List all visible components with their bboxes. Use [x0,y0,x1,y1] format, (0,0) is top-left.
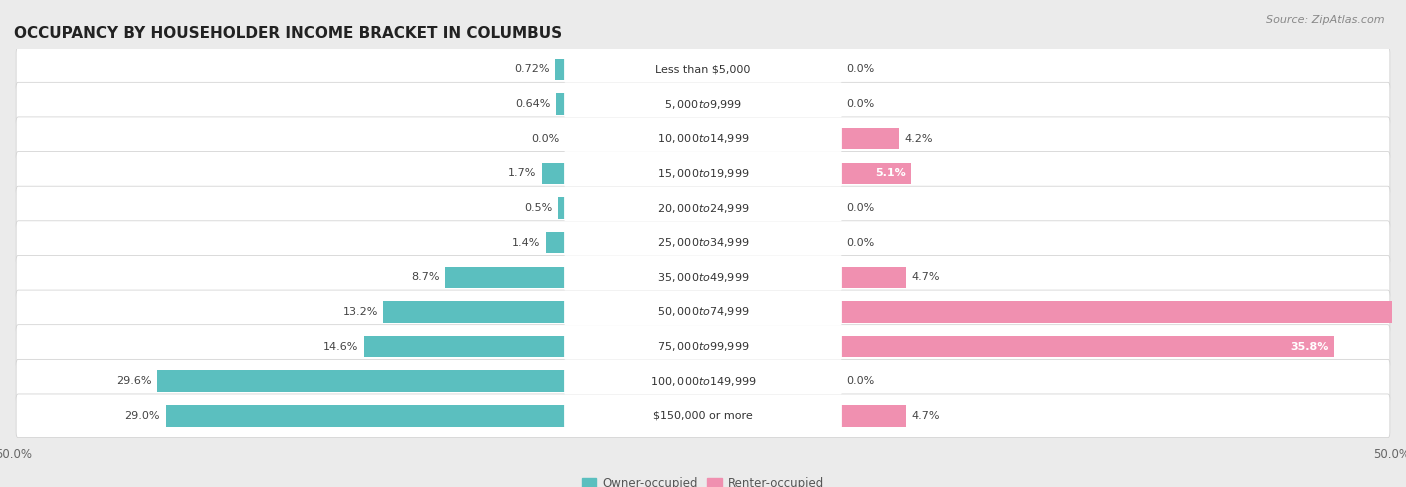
Text: 0.0%: 0.0% [846,238,875,247]
Text: 35.8%: 35.8% [1291,341,1329,352]
FancyBboxPatch shape [564,299,842,325]
FancyBboxPatch shape [15,82,1391,126]
Text: 0.64%: 0.64% [516,99,551,109]
FancyBboxPatch shape [15,48,1391,91]
Bar [841,405,905,427]
Text: $25,000 to $34,999: $25,000 to $34,999 [657,236,749,249]
Text: 5.1%: 5.1% [875,169,905,178]
FancyBboxPatch shape [15,221,1391,264]
Text: 4.7%: 4.7% [911,411,939,421]
Text: 0.0%: 0.0% [846,99,875,109]
Text: Source: ZipAtlas.com: Source: ZipAtlas.com [1267,15,1385,25]
Text: 29.6%: 29.6% [117,376,152,386]
Text: 14.6%: 14.6% [323,341,359,352]
Bar [384,301,565,322]
Text: 1.4%: 1.4% [512,238,540,247]
Bar [555,59,565,80]
Bar [841,128,898,150]
Bar [841,266,905,288]
Bar [541,163,565,184]
FancyBboxPatch shape [15,256,1391,299]
FancyBboxPatch shape [15,151,1391,195]
Text: OCCUPANCY BY HOUSEHOLDER INCOME BRACKET IN COLUMBUS: OCCUPANCY BY HOUSEHOLDER INCOME BRACKET … [14,26,562,40]
FancyBboxPatch shape [15,359,1391,403]
Text: 0.0%: 0.0% [846,376,875,386]
Text: $35,000 to $49,999: $35,000 to $49,999 [657,271,749,284]
FancyBboxPatch shape [15,290,1391,334]
Text: 13.2%: 13.2% [343,307,378,317]
Bar [841,163,911,184]
Bar [841,336,1334,357]
Text: 8.7%: 8.7% [412,272,440,282]
Bar [558,197,565,219]
FancyBboxPatch shape [15,394,1391,438]
Text: 0.5%: 0.5% [524,203,553,213]
Text: $150,000 or more: $150,000 or more [654,411,752,421]
Bar [446,266,565,288]
Bar [364,336,565,357]
FancyBboxPatch shape [564,56,842,83]
Bar [546,232,565,253]
FancyBboxPatch shape [564,229,842,256]
FancyBboxPatch shape [564,126,842,152]
FancyBboxPatch shape [15,117,1391,161]
Text: $100,000 to $149,999: $100,000 to $149,999 [650,375,756,388]
FancyBboxPatch shape [564,264,842,290]
FancyBboxPatch shape [564,403,842,429]
Text: $20,000 to $24,999: $20,000 to $24,999 [657,202,749,214]
FancyBboxPatch shape [564,195,842,221]
Text: 4.7%: 4.7% [911,272,939,282]
FancyBboxPatch shape [15,325,1391,368]
FancyBboxPatch shape [564,334,842,360]
Bar [157,371,565,392]
Text: 4.2%: 4.2% [904,134,932,144]
Text: $5,000 to $9,999: $5,000 to $9,999 [664,97,742,111]
FancyBboxPatch shape [564,368,842,394]
FancyBboxPatch shape [564,160,842,187]
Bar [841,301,1406,322]
Text: 1.7%: 1.7% [508,169,536,178]
Text: $10,000 to $14,999: $10,000 to $14,999 [657,132,749,145]
Text: 0.0%: 0.0% [846,203,875,213]
Text: 29.0%: 29.0% [125,411,160,421]
Text: Less than $5,000: Less than $5,000 [655,64,751,75]
Text: $50,000 to $74,999: $50,000 to $74,999 [657,305,749,318]
Bar [166,405,565,427]
FancyBboxPatch shape [15,186,1391,230]
Text: 0.0%: 0.0% [531,134,560,144]
Text: 0.72%: 0.72% [515,64,550,75]
Text: $15,000 to $19,999: $15,000 to $19,999 [657,167,749,180]
Bar [557,94,565,115]
Text: 0.0%: 0.0% [846,64,875,75]
Text: $75,000 to $99,999: $75,000 to $99,999 [657,340,749,353]
FancyBboxPatch shape [564,91,842,117]
Legend: Owner-occupied, Renter-occupied: Owner-occupied, Renter-occupied [578,472,828,487]
